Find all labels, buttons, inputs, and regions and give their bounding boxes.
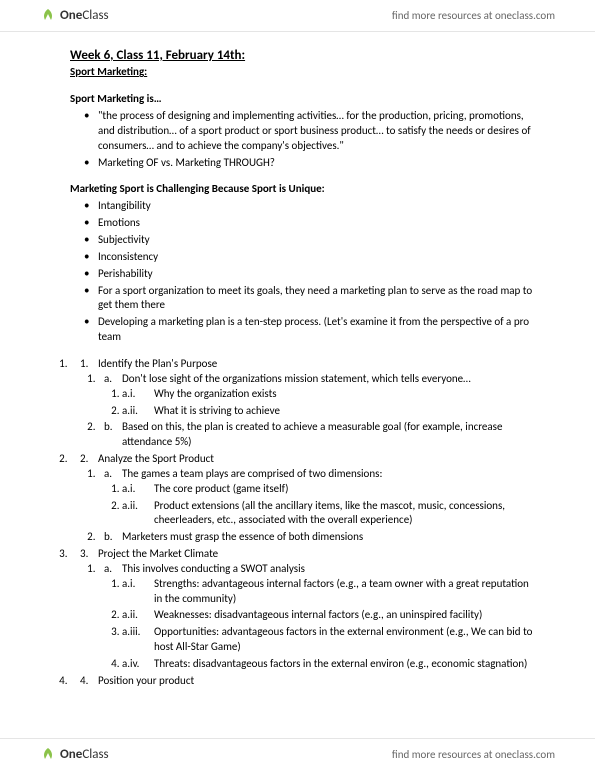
roman-list: Strengths: advantageous internal factors… xyxy=(122,577,535,672)
roman-item: What it is striving to achieve xyxy=(122,404,535,419)
roman-item: Threats: disadvantageous factors in the … xyxy=(122,657,535,672)
brand-text: OneClass xyxy=(60,8,109,23)
brand-logo: OneClass xyxy=(40,747,109,763)
roman-item: Strengths: advantageous internal factors… xyxy=(122,577,535,607)
roman-item: Weaknesses: disadvantageous internal fac… xyxy=(122,608,535,623)
leaf-icon xyxy=(40,8,56,24)
page-footer: OneClass find more resources at oneclass… xyxy=(0,738,595,770)
brand-light: Class xyxy=(82,8,108,23)
roman-list: Why the organization exists What it is st… xyxy=(122,387,535,419)
step-item: Analyze the Sport ProductThe games a tea… xyxy=(70,452,535,545)
footer-link[interactable]: find more resources at oneclass.com xyxy=(392,748,555,761)
numbered-list: Identify the Plan's PurposeDon't lose si… xyxy=(70,357,535,689)
document-content: Week 6, Class 11, February 14th: Sport M… xyxy=(70,48,535,730)
alpha-item: Marketers must grasp the essence of both… xyxy=(98,530,535,545)
bullet-item: Subjectivity xyxy=(70,233,535,248)
bullet-list: Intangibility Emotions Subjectivity Inconsi… xyxy=(70,199,535,345)
bullet-item: Developing a marketing plan is a ten-ste… xyxy=(70,315,535,345)
alpha-list: The games a team plays are comprised of … xyxy=(98,467,535,545)
bullet-item: For a sport organization to meet its goa… xyxy=(70,284,535,314)
bullet-item: Inconsistency xyxy=(70,250,535,265)
page-header: OneClass find more resources at oneclass… xyxy=(0,0,595,32)
roman-list: The core product (game itself) Product ex… xyxy=(122,482,535,529)
section-heading: Sport Marketing is… xyxy=(70,92,535,105)
alpha-item: This involves conducting a SWOT analysis… xyxy=(98,562,535,672)
bullet-item: Emotions xyxy=(70,216,535,231)
bullet-item: Marketing OF vs. Marketing THROUGH? xyxy=(70,156,535,171)
brand-light: Class xyxy=(82,747,108,762)
roman-item: Opportunities: advantageous factors in t… xyxy=(122,625,535,655)
bullet-item: "the process of designing and implementi… xyxy=(70,109,535,154)
roman-item: Why the organization exists xyxy=(122,387,535,402)
doc-subtitle: Sport Marketing: xyxy=(70,65,535,78)
brand-bold: One xyxy=(60,8,82,23)
header-link[interactable]: find more resources at oneclass.com xyxy=(392,9,555,22)
step-item: Project the Market ClimateThis involves … xyxy=(70,547,535,672)
brand-text: OneClass xyxy=(60,747,109,762)
step-item: Identify the Plan's PurposeDon't lose si… xyxy=(70,357,535,450)
roman-item: Product extensions (all the ancillary it… xyxy=(122,499,535,529)
bullet-list: "the process of designing and implementi… xyxy=(70,109,535,170)
bullet-item: Intangibility xyxy=(70,199,535,214)
alpha-item: Don't lose sight of the organizations mi… xyxy=(98,372,535,419)
brand-logo: OneClass xyxy=(40,8,109,24)
alpha-item: The games a team plays are comprised of … xyxy=(98,467,535,528)
leaf-icon xyxy=(40,747,56,763)
doc-title: Week 6, Class 11, February 14th: xyxy=(70,48,535,63)
step-item: Position your product xyxy=(70,674,535,689)
alpha-list: Don't lose sight of the organizations mi… xyxy=(98,372,535,450)
alpha-item: Based on this, the plan is created to ac… xyxy=(98,420,535,450)
section-heading: Marketing Sport is Challenging Because S… xyxy=(70,182,535,195)
brand-bold: One xyxy=(60,747,82,762)
alpha-list: This involves conducting a SWOT analysis… xyxy=(98,562,535,672)
bullet-item: Perishability xyxy=(70,267,535,282)
roman-item: The core product (game itself) xyxy=(122,482,535,497)
